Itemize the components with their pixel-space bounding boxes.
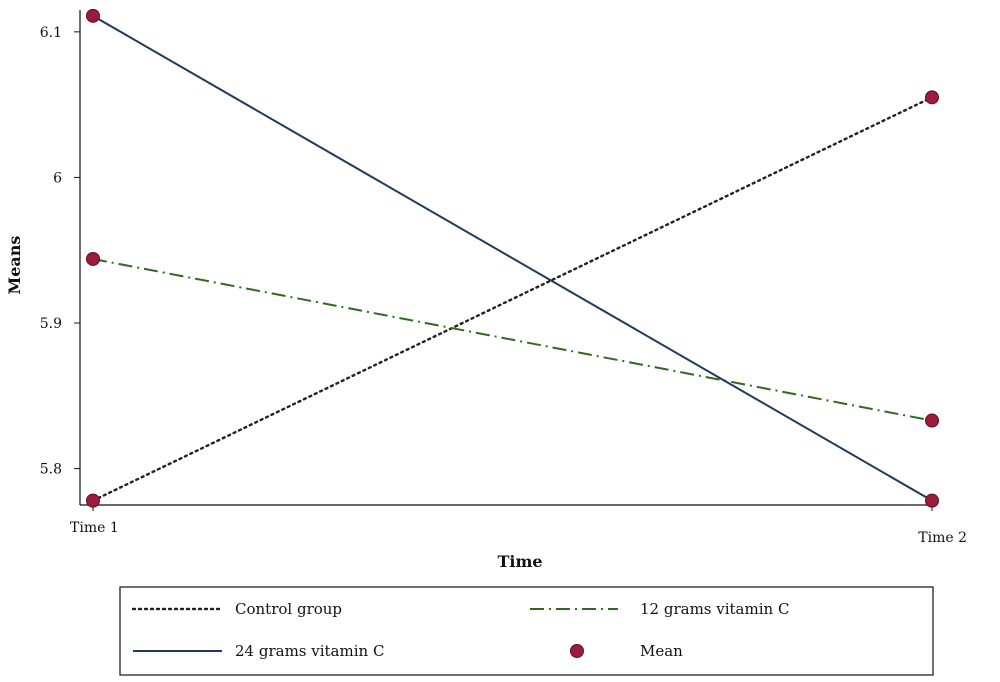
legend-item-12g: 12 grams vitamin C — [530, 600, 789, 618]
x-ticks: Time 1 Time 2 — [70, 505, 967, 546]
legend-label-24g: 24 grams vitamin C — [235, 642, 384, 660]
mean-markers — [86, 8, 939, 508]
legend-item-24g: 24 grams vitamin C — [133, 642, 384, 660]
x-tick-label: Time 2 — [918, 530, 967, 546]
mean-point — [925, 413, 939, 428]
series-line-0 — [91, 96, 934, 502]
mean-point — [925, 493, 939, 508]
y-tick-label: 6 — [53, 170, 62, 186]
x-axis-title: Time — [497, 552, 542, 571]
y-tick-label: 5.9 — [40, 316, 62, 332]
legend-label-control: Control group — [235, 600, 342, 618]
legend-item-mean: Mean — [570, 642, 683, 660]
y-axis-title: Means — [5, 236, 24, 295]
mean-point — [86, 251, 100, 266]
mean-point — [925, 90, 939, 105]
y-tick-label: 5.8 — [40, 462, 62, 478]
legend-label-12g: 12 grams vitamin C — [640, 600, 789, 618]
x-tick-label: Time 1 — [70, 520, 119, 536]
legend-item-control: Control group — [131, 600, 342, 618]
y-ticks: 5.8 5.9 6 6.1 — [40, 25, 80, 478]
series-line-2 — [92, 14, 933, 502]
mean-point — [86, 8, 100, 23]
legend-box — [119, 586, 934, 676]
legend-label-mean: Mean — [640, 642, 683, 660]
series-lines — [91, 14, 934, 502]
mean-point — [86, 493, 100, 508]
series-line-1 — [92, 257, 933, 422]
legend-marker-mean — [570, 644, 584, 658]
y-tick-label: 6.1 — [40, 25, 62, 41]
legend: Control group 12 grams vitamin C 24 gram… — [119, 586, 934, 676]
plot-frame — [79, 10, 935, 506]
